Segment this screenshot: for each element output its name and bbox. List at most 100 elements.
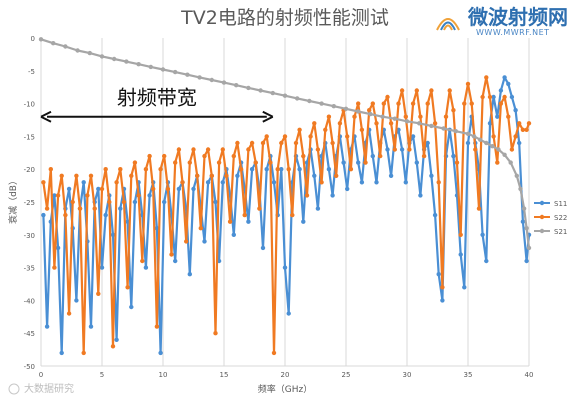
- data-point-s11: [264, 167, 269, 172]
- data-point-s22: [315, 147, 321, 152]
- watermark-icon: [8, 383, 20, 395]
- data-point-s22: [462, 101, 467, 106]
- data-point-s22: [407, 147, 412, 152]
- data-point-s22: [121, 199, 127, 205]
- data-point-s22: [319, 180, 324, 185]
- data-point-s21: [124, 59, 129, 64]
- data-point-s11: [213, 199, 218, 205]
- data-point-s21: [508, 160, 513, 165]
- data-point-s11: [143, 265, 149, 270]
- data-point-s22: [476, 206, 482, 211]
- data-point-s11: [231, 232, 236, 237]
- data-point-s22: [279, 140, 284, 146]
- data-point-s21: [246, 85, 251, 91]
- data-point-s11: [187, 272, 192, 277]
- data-point-s22: [151, 186, 156, 192]
- x-tick-label: 15: [220, 371, 229, 379]
- data-point-s11: [96, 186, 101, 192]
- annotation-arrow-head-right: [262, 110, 274, 123]
- data-point-s22: [180, 180, 185, 185]
- data-point-s11: [81, 180, 86, 185]
- data-point-s22: [370, 101, 375, 106]
- data-point-s22: [473, 147, 478, 152]
- data-point-s22: [297, 127, 302, 132]
- data-point-s22: [421, 153, 427, 159]
- data-point-s11: [495, 114, 500, 119]
- data-point-s22: [414, 88, 419, 93]
- data-point-s22: [224, 173, 229, 178]
- y-tick-label: -45: [24, 330, 35, 338]
- y-tick-label: -25: [24, 199, 35, 207]
- data-point-s11: [271, 180, 277, 185]
- data-point-s22: [326, 114, 332, 119]
- data-point-s21: [404, 119, 410, 124]
- data-point-s22: [257, 206, 262, 211]
- data-point-s21: [524, 226, 529, 231]
- data-point-s22: [154, 324, 160, 329]
- data-point-s11: [513, 108, 518, 113]
- data-point-s22: [334, 173, 339, 178]
- data-point-s11: [99, 265, 105, 270]
- data-point-s21: [209, 77, 214, 83]
- data-point-s22: [70, 199, 75, 205]
- data-point-s22: [231, 153, 236, 159]
- data-point-s22: [158, 167, 163, 172]
- data-point-s22: [484, 75, 489, 80]
- data-point-s11: [301, 219, 306, 224]
- data-point-s21: [75, 48, 80, 53]
- data-point-s22: [293, 140, 299, 146]
- data-point-s21: [38, 37, 44, 42]
- data-point-s21: [307, 98, 312, 104]
- data-point-s22: [399, 88, 405, 93]
- data-point-s11: [297, 167, 302, 172]
- data-point-s22: [308, 134, 313, 139]
- data-point-s22: [275, 167, 280, 172]
- data-point-s11: [41, 212, 46, 218]
- data-point-s22: [432, 121, 438, 126]
- watermark: 大数据研究: [24, 382, 74, 395]
- data-point-s22: [238, 167, 244, 172]
- y-tick-label: 0: [31, 35, 35, 43]
- data-point-s22: [110, 344, 116, 349]
- data-point-s11: [451, 153, 456, 159]
- annotation-arrow-head-left: [40, 110, 52, 123]
- data-point-s22: [52, 265, 57, 270]
- data-point-s22: [526, 121, 532, 126]
- data-point-s22: [264, 134, 269, 139]
- data-point-s22: [107, 199, 112, 205]
- data-point-s21: [514, 173, 519, 178]
- data-point-s11: [282, 265, 288, 270]
- data-point-s11: [440, 298, 445, 303]
- y-axis-label: 衰减（dB）: [7, 176, 19, 224]
- data-point-s11: [524, 258, 529, 264]
- data-point-s11: [345, 186, 350, 192]
- x-tick-label: 35: [464, 371, 473, 379]
- x-tick-label: 30: [403, 371, 412, 379]
- data-point-s22: [520, 127, 526, 132]
- data-point-s11: [484, 258, 489, 264]
- data-point-s21: [148, 64, 153, 70]
- y-tick-label: -40: [24, 297, 35, 305]
- data-point-s21: [429, 123, 434, 129]
- annotation-text: 射频带宽: [117, 86, 197, 110]
- data-point-s21: [490, 144, 495, 149]
- x-tick-label: 40: [525, 371, 534, 379]
- data-point-s11: [103, 212, 108, 218]
- data-point-s21: [484, 140, 489, 146]
- chart-title: TV2电路的射频性能测试: [180, 7, 389, 29]
- data-point-s11: [458, 252, 463, 257]
- data-point-s22: [92, 206, 97, 211]
- data-point-s22: [487, 94, 493, 100]
- data-point-s22: [392, 147, 397, 152]
- data-point-s22: [118, 167, 123, 172]
- x-axis-label: 频率（GHz）: [258, 383, 312, 395]
- data-point-s11: [370, 153, 375, 159]
- x-tick-label: 10: [159, 371, 168, 379]
- data-point-s22: [165, 186, 171, 192]
- logo-text: 微波射频网: [467, 5, 568, 29]
- data-point-s11: [279, 167, 284, 172]
- data-point-s21: [526, 245, 532, 251]
- data-point-s22: [436, 180, 441, 185]
- data-point-s11: [341, 160, 346, 165]
- data-point-s22: [469, 101, 474, 106]
